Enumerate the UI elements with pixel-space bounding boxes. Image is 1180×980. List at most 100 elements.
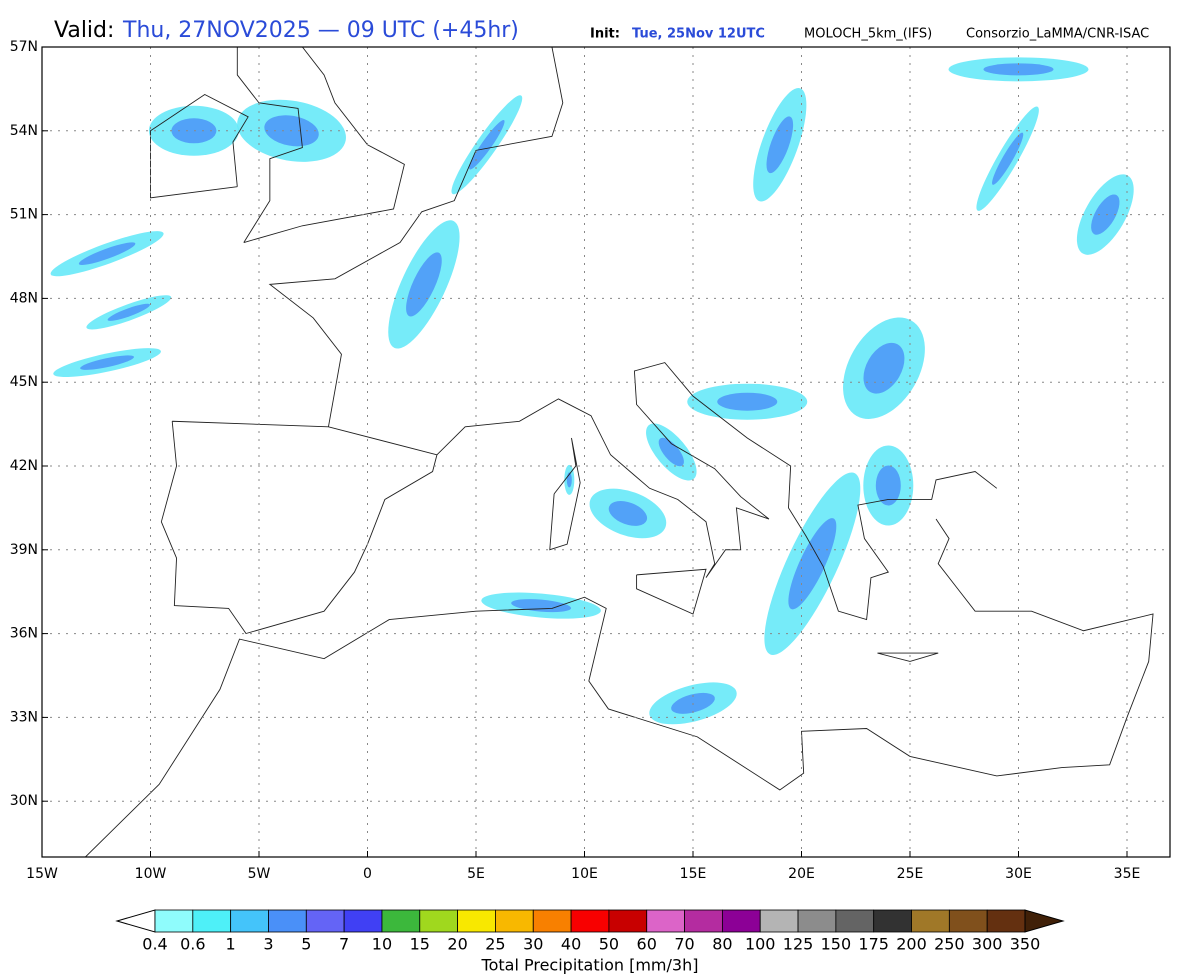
precip-core: [469, 120, 505, 170]
lat-label: 42N: [10, 458, 38, 474]
init-time: Tue, 25Nov 12UTC: [632, 27, 765, 42]
colorbar-bin: [343, 909, 383, 933]
coastline: [243, 47, 405, 243]
colorbar-bin: [192, 909, 232, 933]
precip-core: [983, 63, 1054, 76]
precip-core: [875, 465, 901, 506]
precip-core: [788, 518, 837, 610]
colorbar-label: 10: [372, 935, 392, 954]
lon-label: 5E: [467, 866, 485, 882]
precip-core: [717, 392, 778, 411]
precip-core: [78, 242, 136, 265]
coastline: [236, 47, 303, 243]
colorbar-label: 125: [783, 935, 814, 954]
colorbar-bin: [230, 909, 269, 933]
colorbar-bin: [495, 909, 534, 933]
lat-label: 48N: [10, 290, 38, 306]
lon-label: 20E: [788, 866, 815, 882]
colorbar-label: 150: [821, 935, 852, 954]
colorbar-bin: [759, 909, 799, 933]
colorbar-label: 0.6: [180, 935, 205, 954]
colorbar-label: 300: [972, 935, 1003, 954]
precip-core: [1091, 194, 1120, 235]
lat-label: 30N: [10, 793, 38, 809]
colorbar-over: [1024, 909, 1065, 933]
lon-label: 15E: [680, 866, 707, 882]
colorbar-bin: [608, 909, 648, 933]
colorbar-label: 50: [599, 935, 619, 954]
precip-core: [80, 355, 135, 370]
lat-label: 33N: [10, 709, 38, 725]
colorbar-under: [115, 909, 156, 933]
colorbar-bin: [684, 909, 723, 933]
colorbar-bin: [419, 909, 459, 933]
lon-label: 15W: [26, 866, 58, 882]
colorbar-bin: [948, 909, 988, 933]
lon-label: 35E: [1114, 866, 1141, 882]
colorbar-label: 15: [410, 935, 430, 954]
precip-core: [608, 501, 648, 526]
header: Valid: Thu, 27NOV2025 — 09 UTC (+45hr) I…: [54, 18, 1149, 43]
colorbar-label: 20: [447, 935, 467, 954]
lat-label: 45N: [10, 374, 38, 390]
lon-label: 30E: [1005, 866, 1032, 882]
coastline: [549, 437, 581, 551]
colorbar-bin: [381, 909, 421, 933]
colorbar-bin: [873, 909, 912, 933]
precip-core: [107, 303, 150, 321]
colorbar-label: 25: [485, 935, 505, 954]
precip-core: [171, 118, 217, 144]
lon-label: 25E: [897, 866, 924, 882]
colorbar-bin: [797, 909, 837, 933]
precip-core: [863, 342, 905, 394]
colorbar-label: 30: [523, 935, 543, 954]
coastlines: [85, 47, 1154, 857]
credit: Consorzio_LaMMA/CNR-ISAC: [966, 27, 1149, 42]
colorbar-label: 7: [339, 935, 349, 954]
colorbar-bin: [646, 909, 685, 933]
init-label: Init:: [590, 27, 620, 42]
precip-core: [511, 599, 571, 613]
valid-time: Thu, 27NOV2025 — 09 UTC (+45hr): [122, 18, 519, 43]
colorbar-label: 175: [858, 935, 889, 954]
coastline: [636, 568, 707, 615]
coastline: [160, 420, 438, 635]
colorbar-bin: [986, 909, 1026, 933]
colorbar-bin: [457, 909, 496, 933]
colorbar-bin: [721, 909, 761, 933]
colorbar-bin: [570, 909, 610, 933]
precip-core: [658, 437, 684, 467]
axes: 57N 54N 51N 48N 45N 42N 39N 36N 33N 30N 15W 10W 5W 0 5…: [10, 39, 1141, 882]
colorbar-bin: [835, 909, 875, 933]
colorbar-label: 200: [896, 935, 927, 954]
coastline: [877, 652, 939, 662]
colorbar-bin: [911, 909, 950, 933]
colorbar-label: 0.4: [142, 935, 167, 954]
lon-label: 0: [363, 866, 372, 882]
colorbar-label: 250: [934, 935, 965, 954]
lat-label: 36N: [10, 626, 38, 642]
lat-label: 54N: [10, 123, 38, 139]
lat-label: 57N: [10, 39, 38, 55]
coastline: [85, 518, 1154, 857]
lat-label: 39N: [10, 542, 38, 558]
coastline: [150, 93, 249, 199]
lon-label: 10E: [571, 866, 598, 882]
model-name: MOLOCH_5km_(IFS): [804, 27, 932, 42]
colorbar-label: 1: [226, 935, 236, 954]
map-frame: [41, 46, 1171, 858]
coastline: [436, 362, 998, 621]
colorbar-bin: [154, 909, 194, 933]
colorbar-label: 100: [745, 935, 776, 954]
colorbar-label: 60: [637, 935, 657, 954]
colorbar: Total Precipitation [mm/3h] 0.4 0.6 1 3 5 7 10…: [115, 909, 1065, 975]
coastline: [268, 47, 564, 427]
colorbar-bin: [532, 909, 572, 933]
colorbar-label: 350: [1010, 935, 1041, 954]
lon-label: 10W: [135, 866, 167, 882]
colorbar-label: 3: [263, 935, 273, 954]
colorbar-bin: [305, 909, 345, 933]
precip-core: [406, 252, 442, 317]
colorbar-label: 5: [301, 935, 311, 954]
